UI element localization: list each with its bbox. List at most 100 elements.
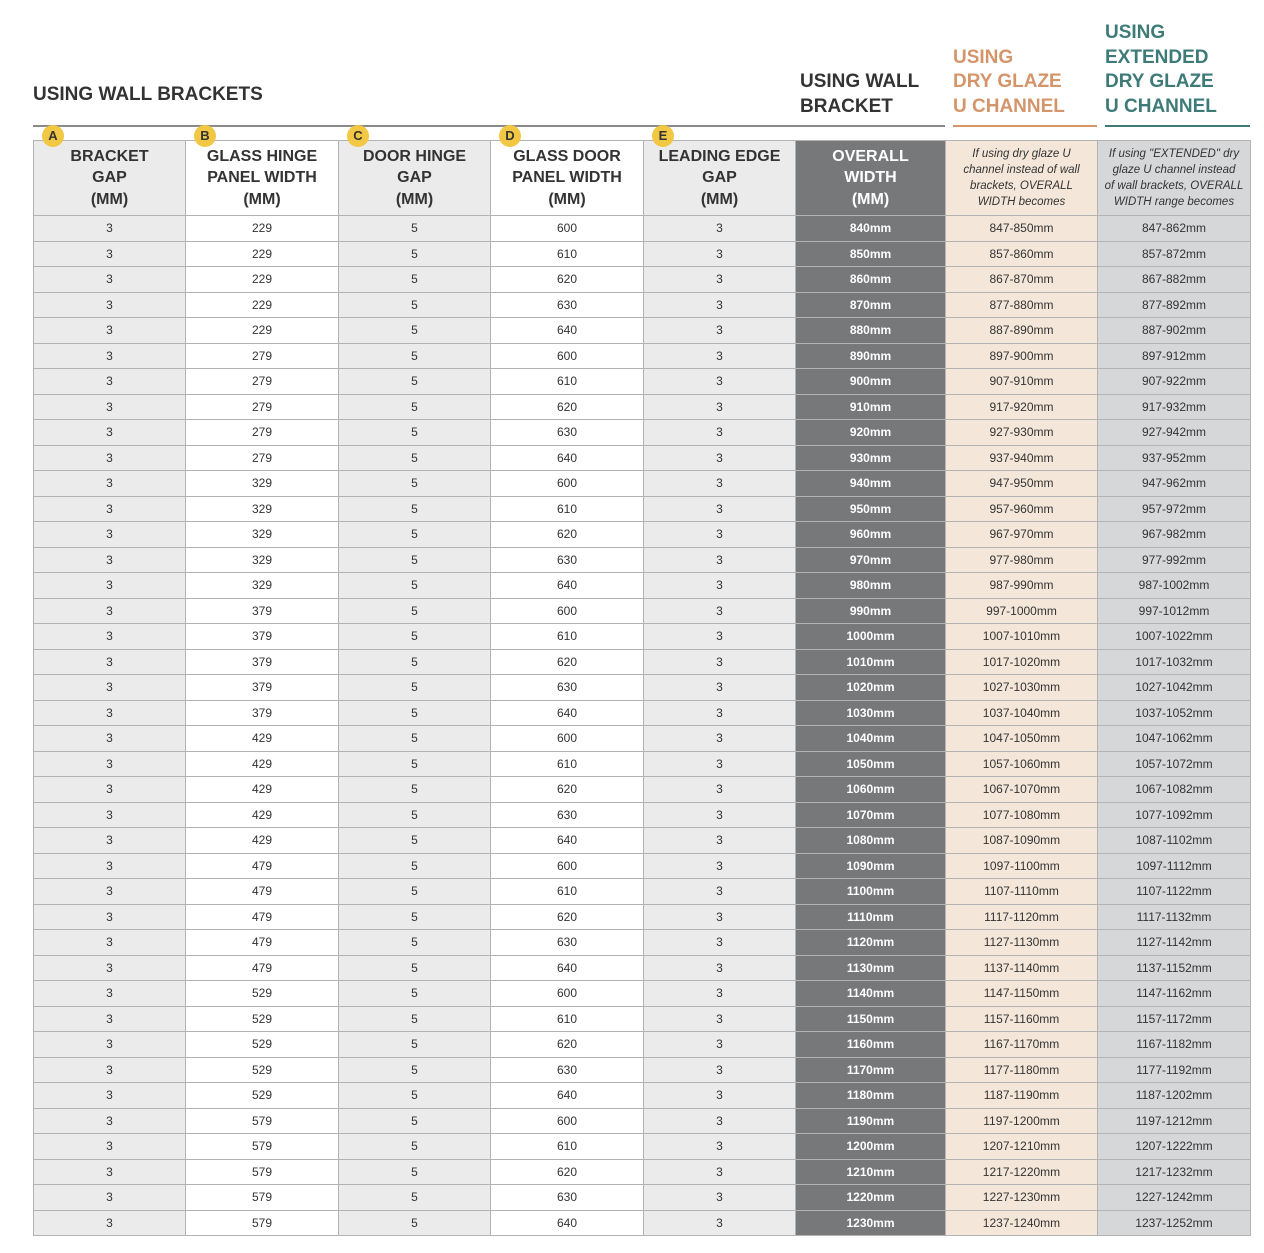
table-cell: 379 <box>185 674 339 701</box>
table-cell: 3 <box>643 929 796 956</box>
table-cell: 610 <box>490 750 644 777</box>
table-cell: 987-1002mm <box>1097 572 1251 599</box>
table-cell: 529 <box>185 1031 339 1058</box>
table-cell: 630 <box>490 291 644 318</box>
table-cell: 5 <box>338 342 491 369</box>
table-row: 3 379 5 620 3 1010mm 1017-1020mm 1017-1032mm <box>33 648 1251 675</box>
table-cell: 579 <box>185 1158 339 1185</box>
table-cell: 3 <box>643 852 796 879</box>
table-cell: 5 <box>338 1158 491 1185</box>
table-cell: 877-892mm <box>1097 291 1251 318</box>
table-cell: 1060mm <box>795 776 946 803</box>
table-cell: 3 <box>643 597 796 624</box>
table-cell: 1057-1072mm <box>1097 750 1251 777</box>
table-cell: 1097-1100mm <box>945 852 1098 879</box>
table-cell: 479 <box>185 903 339 930</box>
title-line: U CHANNEL <box>1105 95 1217 117</box>
table-cell: 1147-1162mm <box>1097 980 1251 1007</box>
table-cell: 1160mm <box>795 1031 946 1058</box>
table-cell: 3 <box>33 1031 186 1058</box>
column-header: A BRACKET GAP (MM) <box>33 125 186 216</box>
section-title: USING EXTENDED DRY GLAZE U CHANNEL <box>1105 21 1217 119</box>
table-cell: 3 <box>643 1082 796 1109</box>
table-row: 3 479 5 620 3 1110mm 1117-1120mm 1117-1132mm <box>33 903 1251 930</box>
table-row: 3 279 5 630 3 920mm 927-930mm 927-942mm <box>33 419 1251 446</box>
table-cell: 3 <box>33 801 186 828</box>
table-row: 3 479 5 630 3 1120mm 1127-1130mm 1127-1142mm <box>33 929 1251 956</box>
table-cell: 3 <box>33 1184 186 1211</box>
table-cell: 3 <box>33 470 186 497</box>
table-row: 3 429 5 600 3 1040mm 1047-1050mm 1047-1062mm <box>33 725 1251 752</box>
table-cell: 3 <box>643 291 796 318</box>
title-line: DRY GLAZE <box>953 71 1062 92</box>
table-cell: 880mm <box>795 317 946 344</box>
table-cell: 5 <box>338 393 491 420</box>
table-cell: 5 <box>338 954 491 981</box>
table-row: 3 529 5 620 3 1160mm 1167-1170mm 1167-1182mm <box>33 1031 1251 1058</box>
table-cell: 5 <box>338 1082 491 1109</box>
table-cell: 640 <box>490 572 644 599</box>
table-cell: 5 <box>338 1031 491 1058</box>
table-cell: 870mm <box>795 291 946 318</box>
table-row: 3 429 5 640 3 1080mm 1087-1090mm 1087-1102mm <box>33 827 1251 854</box>
table-cell: 5 <box>338 903 491 930</box>
table-cell: 997-1000mm <box>945 597 1098 624</box>
table-row: 3 229 5 620 3 860mm 867-870mm 867-882mm <box>33 266 1251 293</box>
table-cell: 977-992mm <box>1097 546 1251 573</box>
table-cell: 3 <box>643 1184 796 1211</box>
table-cell: 600 <box>490 470 644 497</box>
table-cell: 860mm <box>795 266 946 293</box>
header-line: WIDTH range becomes <box>1113 196 1235 208</box>
header-line: (MM) <box>243 190 281 208</box>
table-cell: 640 <box>490 444 644 471</box>
title-rule <box>953 125 1097 127</box>
table-cell: 1000mm <box>795 623 946 650</box>
table-cell: 279 <box>185 419 339 446</box>
table-cell: 5 <box>338 776 491 803</box>
table-cell: 927-942mm <box>1097 419 1251 446</box>
table-cell: 907-922mm <box>1097 368 1251 395</box>
table-cell: 3 <box>643 750 796 777</box>
table-cell: 279 <box>185 342 339 369</box>
table-cell: 3 <box>33 546 186 573</box>
table-cell: 3 <box>33 929 186 956</box>
table-cell: 1207-1210mm <box>945 1133 1098 1160</box>
column-header: If using "EXTENDED" dry glaze U channel i… <box>1097 140 1251 216</box>
table-row: 3 329 5 610 3 950mm 957-960mm 957-972mm <box>33 495 1251 522</box>
table-cell: 620 <box>490 393 644 420</box>
table-cell: 630 <box>490 546 644 573</box>
table-cell: 927-930mm <box>945 419 1098 446</box>
table-cell: 610 <box>490 878 644 905</box>
table-cell: 5 <box>338 444 491 471</box>
table-cell: 600 <box>490 215 644 242</box>
table-cell: 990mm <box>795 597 946 624</box>
table-body: 3 229 5 600 3 840mm 847-850mm 847-862mm 3 229 5 610… <box>33 215 1251 1236</box>
table-cell: 610 <box>490 1005 644 1032</box>
table-cell: 1200mm <box>795 1133 946 1160</box>
table-cell: 640 <box>490 954 644 981</box>
table-cell: 3 <box>33 1133 186 1160</box>
table-cell: 917-932mm <box>1097 393 1251 420</box>
table-cell: 3 <box>33 623 186 650</box>
table-cell: 3 <box>643 801 796 828</box>
table-cell: 1187-1190mm <box>945 1082 1098 1109</box>
table-cell: 1217-1232mm <box>1097 1158 1251 1185</box>
table-cell: 5 <box>338 521 491 548</box>
table-cell: 1050mm <box>795 750 946 777</box>
table-cell: 229 <box>185 317 339 344</box>
table-cell: 897-900mm <box>945 342 1098 369</box>
title-line: EXTENDED <box>1105 46 1209 68</box>
table-row: 3 479 5 610 3 1100mm 1107-1110mm 1107-1122mm <box>33 878 1251 905</box>
table-cell: 429 <box>185 801 339 828</box>
table-row: 3 329 5 600 3 940mm 947-950mm 947-962mm <box>33 470 1251 497</box>
table-row: 3 229 5 610 3 850mm 857-860mm 857-872mm <box>33 240 1251 267</box>
table-cell: 1040mm <box>795 725 946 752</box>
table-cell: 980mm <box>795 572 946 599</box>
table-cell: 5 <box>338 1107 491 1134</box>
table-row: 3 279 5 640 3 930mm 937-940mm 937-952mm <box>33 444 1251 471</box>
table-row: 3 279 5 600 3 890mm 897-900mm 897-912mm <box>33 342 1251 369</box>
table-cell: 1157-1160mm <box>945 1005 1098 1032</box>
table-cell: 5 <box>338 623 491 650</box>
table-row: 3 379 5 610 3 1000mm 1007-1010mm 1007-1022mm <box>33 623 1251 650</box>
header-line: brackets, OVERALL <box>970 180 1073 192</box>
